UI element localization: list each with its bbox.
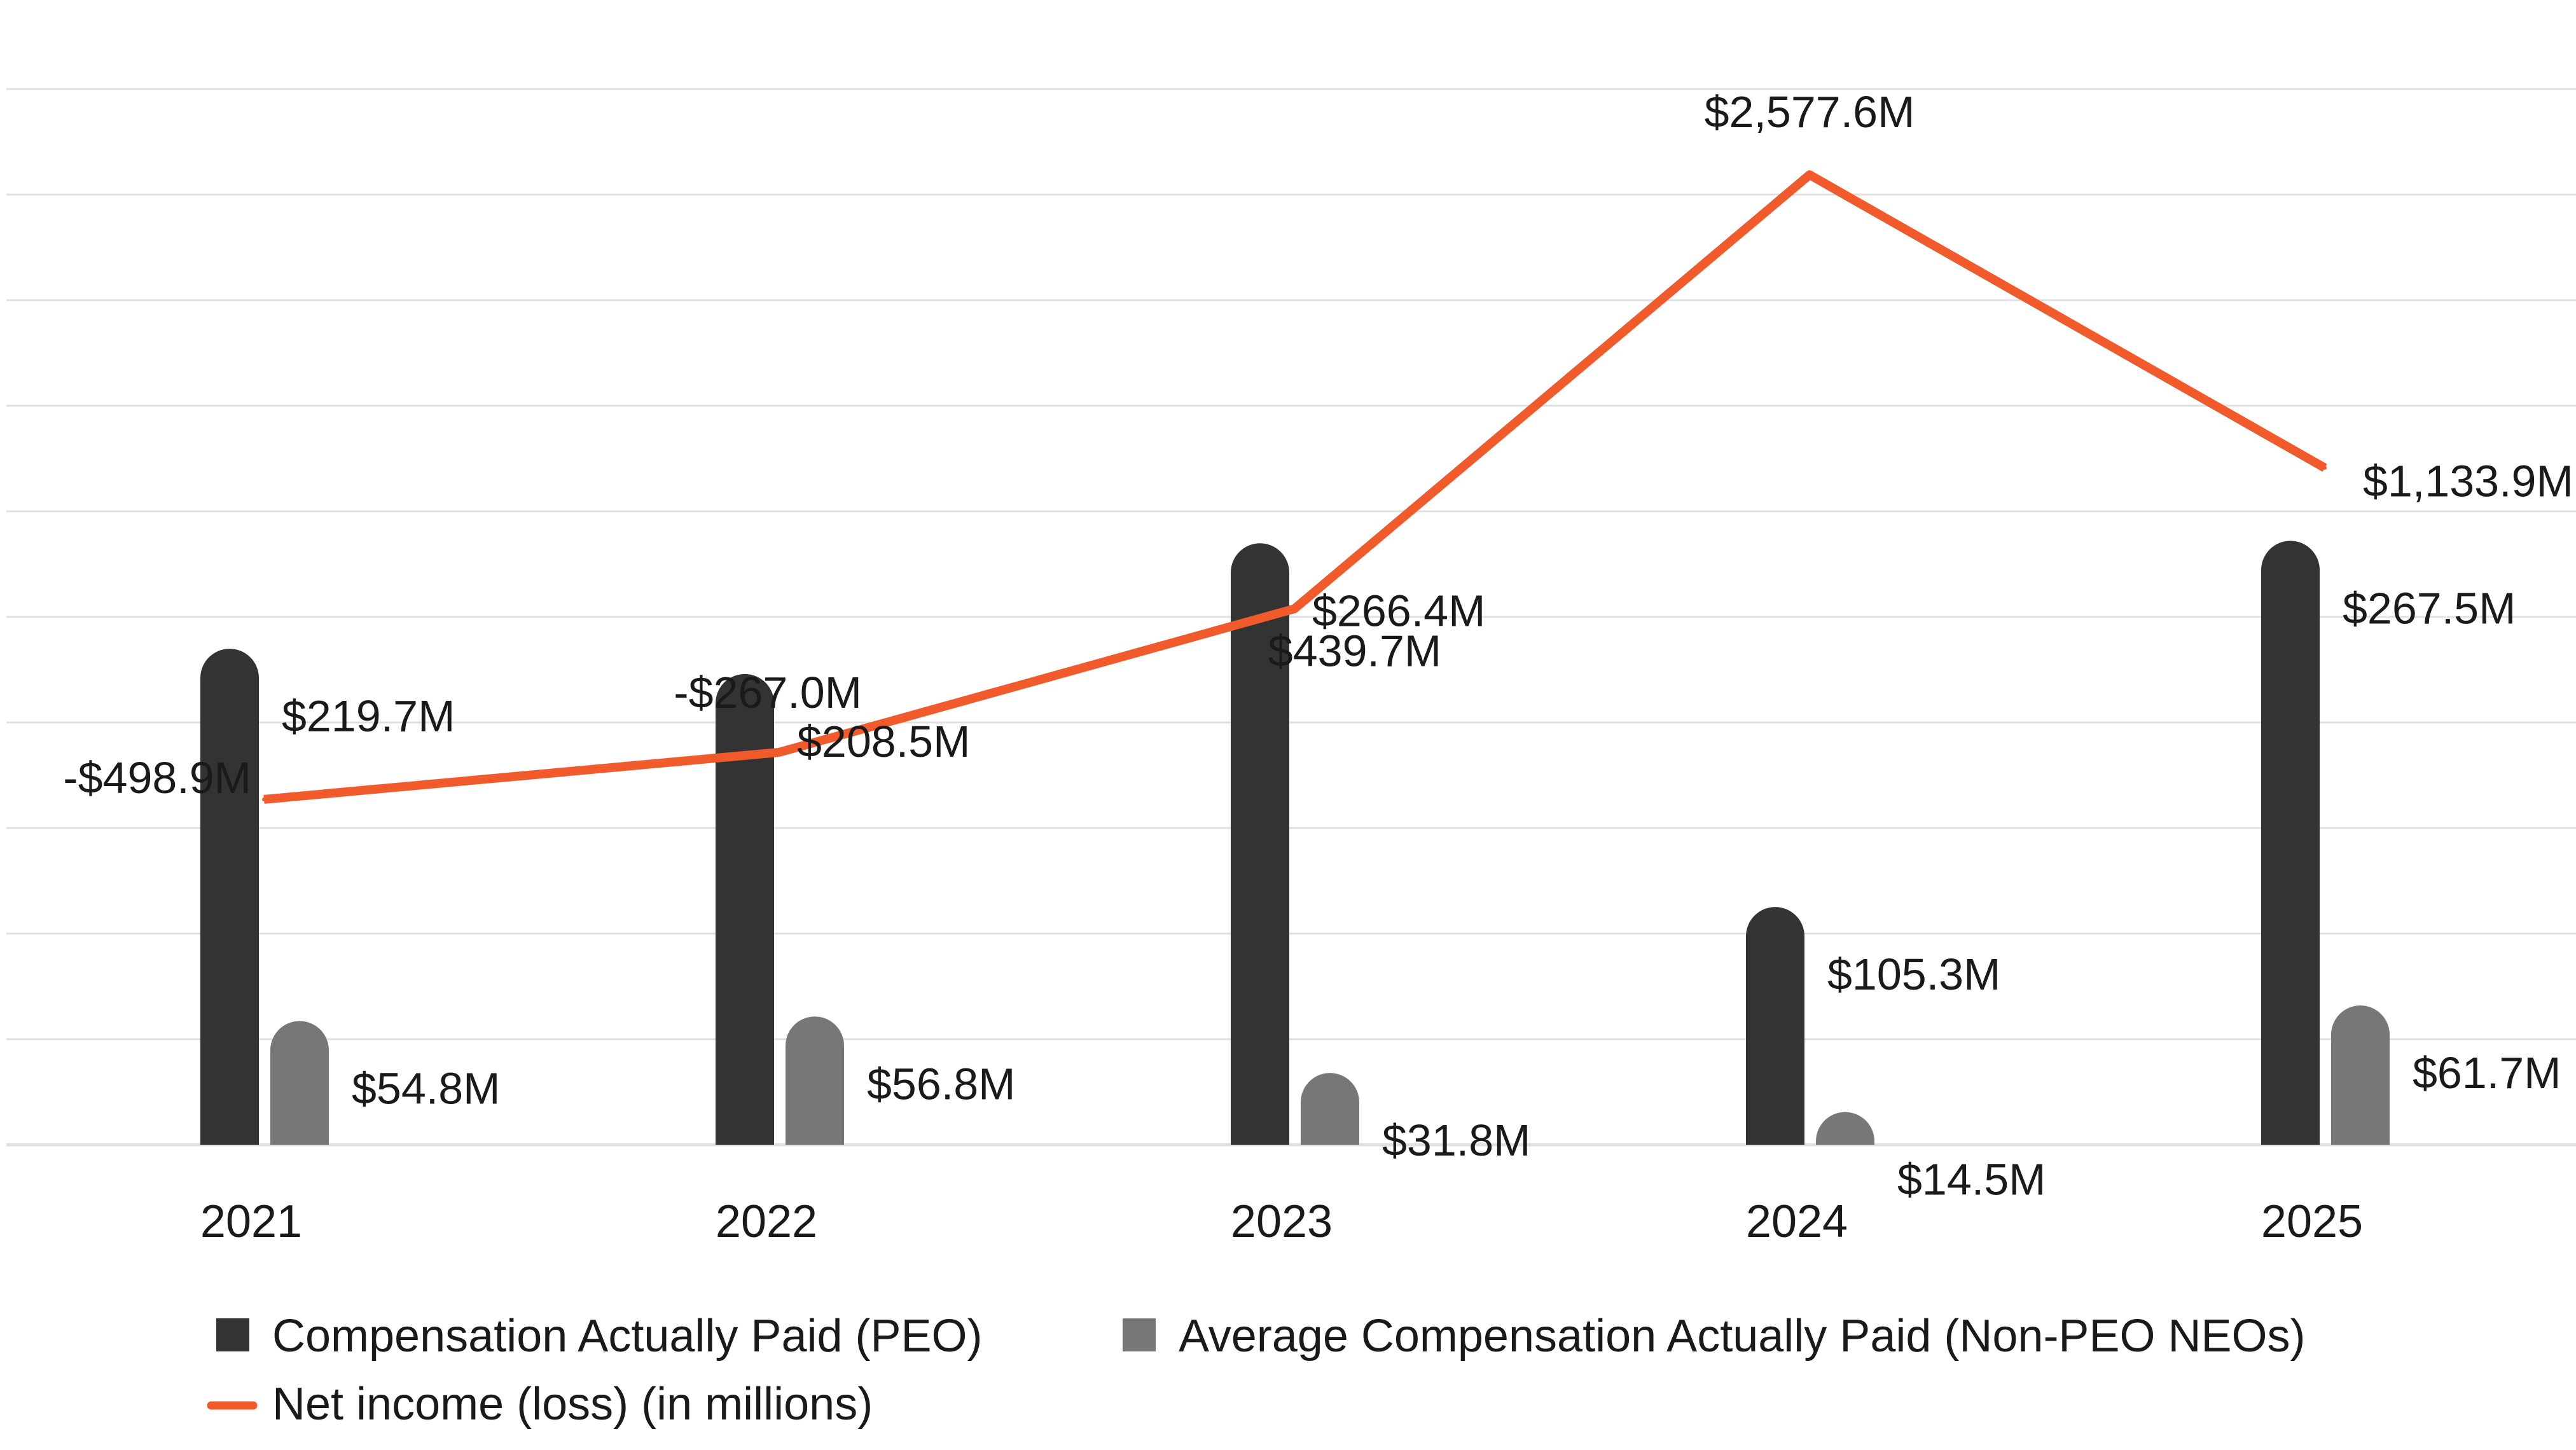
legend-swatch-1 (1123, 1318, 1156, 1351)
net-income-point-2024 (1808, 172, 1811, 177)
bar-non-peo-2021 (270, 1021, 329, 1145)
net-income-label-2024: $2,577.6M (1705, 87, 1915, 137)
bar-label-non-peo-2021: $54.8M (352, 1063, 500, 1113)
bar-label-peo-2023: $266.4M (1312, 586, 1485, 635)
bar-label-peo-2021: $219.7M (282, 691, 455, 741)
bar-non-peo-2024 (1816, 1112, 1874, 1145)
gridlines (6, 88, 2576, 1147)
x-tick-2022: 2022 (716, 1196, 817, 1247)
net-income-label-2025: $1,133.9M (2363, 457, 2573, 506)
legend-label-0: Compensation Actually Paid (PEO) (272, 1311, 983, 1362)
net-income-line (263, 170, 2327, 804)
bar-peo-2024 (1746, 907, 1804, 1145)
bar-label-non-peo-2022: $56.8M (867, 1059, 1015, 1108)
bars (200, 541, 2390, 1145)
net-income-label-2021: -$498.9M (63, 753, 251, 803)
net-income-label-2023: $439.7M (1268, 626, 1441, 675)
net-income-point-2022 (777, 750, 781, 754)
legend: Compensation Actually Paid (PEO) Average … (207, 1311, 2306, 1430)
legend-label-1: Average Compensation Actually Paid (Non-… (1179, 1311, 2306, 1362)
net-income-point-2021 (262, 797, 266, 801)
x-tick-2023: 2023 (1231, 1196, 1333, 1247)
bar-label-peo-2024: $105.3M (1827, 949, 2000, 999)
x-axis-ticks: 2021 2022 2023 2024 2025 (200, 1196, 2363, 1247)
legend-swatch-0 (216, 1318, 249, 1351)
bar-non-peo-2022 (786, 1016, 844, 1145)
bar-label-non-peo-2024: $14.5M (1897, 1155, 2046, 1205)
x-tick-2021: 2021 (200, 1196, 302, 1247)
bar-label-peo-2025: $267.5M (2343, 583, 2516, 633)
bar-label-non-peo-2025: $61.7M (2413, 1048, 2561, 1098)
net-income-label-2022: -$267.0M (674, 668, 862, 717)
x-tick-2025: 2025 (2261, 1196, 2363, 1247)
bar-non-peo-2025 (2331, 1005, 2390, 1145)
net-income-point-2023 (1292, 607, 1296, 611)
bar-peo-2023 (1231, 543, 1289, 1145)
net-income-point-2025 (2323, 466, 2327, 470)
data-labels: $219.7M $54.8M $208.5M $56.8M $266.4M $31.8M $… (63, 87, 2573, 1205)
x-tick-2024: 2024 (1746, 1196, 1848, 1247)
bar-non-peo-2023 (1301, 1073, 1359, 1145)
bar-label-non-peo-2023: $31.8M (1382, 1115, 1530, 1165)
bar-label-peo-2022: $208.5M (797, 717, 970, 766)
bar-peo-2021 (200, 649, 259, 1145)
bar-peo-2022 (716, 673, 774, 1145)
net-income-line-group (262, 170, 2327, 804)
bar-peo-2025 (2261, 541, 2320, 1145)
legend-label-2: Net income (loss) (in millions) (272, 1379, 873, 1430)
